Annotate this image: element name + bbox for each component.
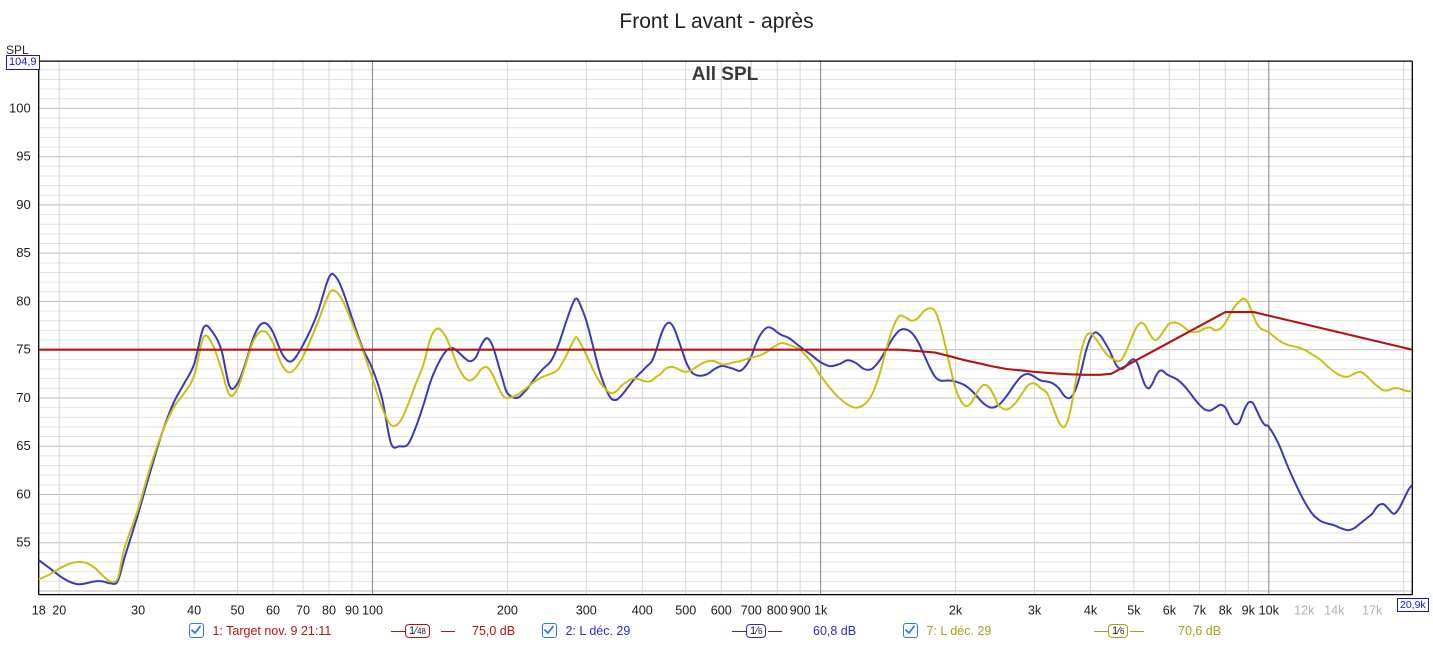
- svg-text:50: 50: [231, 604, 245, 618]
- svg-text:20: 20: [52, 604, 66, 618]
- svg-text:8k: 8k: [1219, 604, 1233, 618]
- svg-text:18: 18: [32, 604, 46, 618]
- svg-text:80: 80: [16, 293, 30, 308]
- svg-text:5k: 5k: [1127, 604, 1141, 618]
- svg-text:All SPL: All SPL: [692, 64, 759, 85]
- svg-text:40: 40: [187, 604, 201, 618]
- svg-text:100: 100: [362, 604, 383, 618]
- svg-text:100: 100: [9, 100, 31, 115]
- svg-text:800: 800: [767, 604, 788, 618]
- svg-text:9k: 9k: [1242, 604, 1256, 618]
- svg-text:4k: 4k: [1084, 604, 1098, 618]
- svg-text:70: 70: [296, 604, 310, 618]
- svg-text:85: 85: [16, 245, 30, 260]
- svg-text:65: 65: [16, 438, 30, 453]
- svg-text:75: 75: [16, 342, 30, 357]
- svg-text:1k: 1k: [814, 604, 828, 618]
- svg-text:60: 60: [16, 486, 30, 501]
- svg-text:900: 900: [790, 604, 811, 618]
- svg-text:10k: 10k: [1259, 604, 1280, 618]
- svg-text:30: 30: [131, 604, 145, 618]
- svg-text:17k: 17k: [1362, 604, 1383, 618]
- svg-text:12k: 12k: [1294, 604, 1315, 618]
- svg-text:80: 80: [322, 604, 336, 618]
- svg-text:700: 700: [741, 604, 762, 618]
- svg-text:60: 60: [266, 604, 280, 618]
- svg-text:3k: 3k: [1028, 604, 1042, 618]
- svg-text:14k: 14k: [1324, 604, 1345, 618]
- svg-text:500: 500: [675, 604, 696, 618]
- svg-text:90: 90: [345, 604, 359, 618]
- svg-text:300: 300: [576, 604, 597, 618]
- svg-text:200: 200: [497, 604, 518, 618]
- svg-text:600: 600: [711, 604, 732, 618]
- svg-text:70: 70: [16, 390, 30, 405]
- svg-text:55: 55: [16, 535, 30, 550]
- svg-text:90: 90: [16, 197, 30, 212]
- svg-text:95: 95: [16, 149, 30, 164]
- svg-text:6k: 6k: [1163, 604, 1177, 618]
- svg-text:7k: 7k: [1193, 604, 1207, 618]
- svg-text:400: 400: [632, 604, 653, 618]
- svg-text:2k: 2k: [949, 604, 963, 618]
